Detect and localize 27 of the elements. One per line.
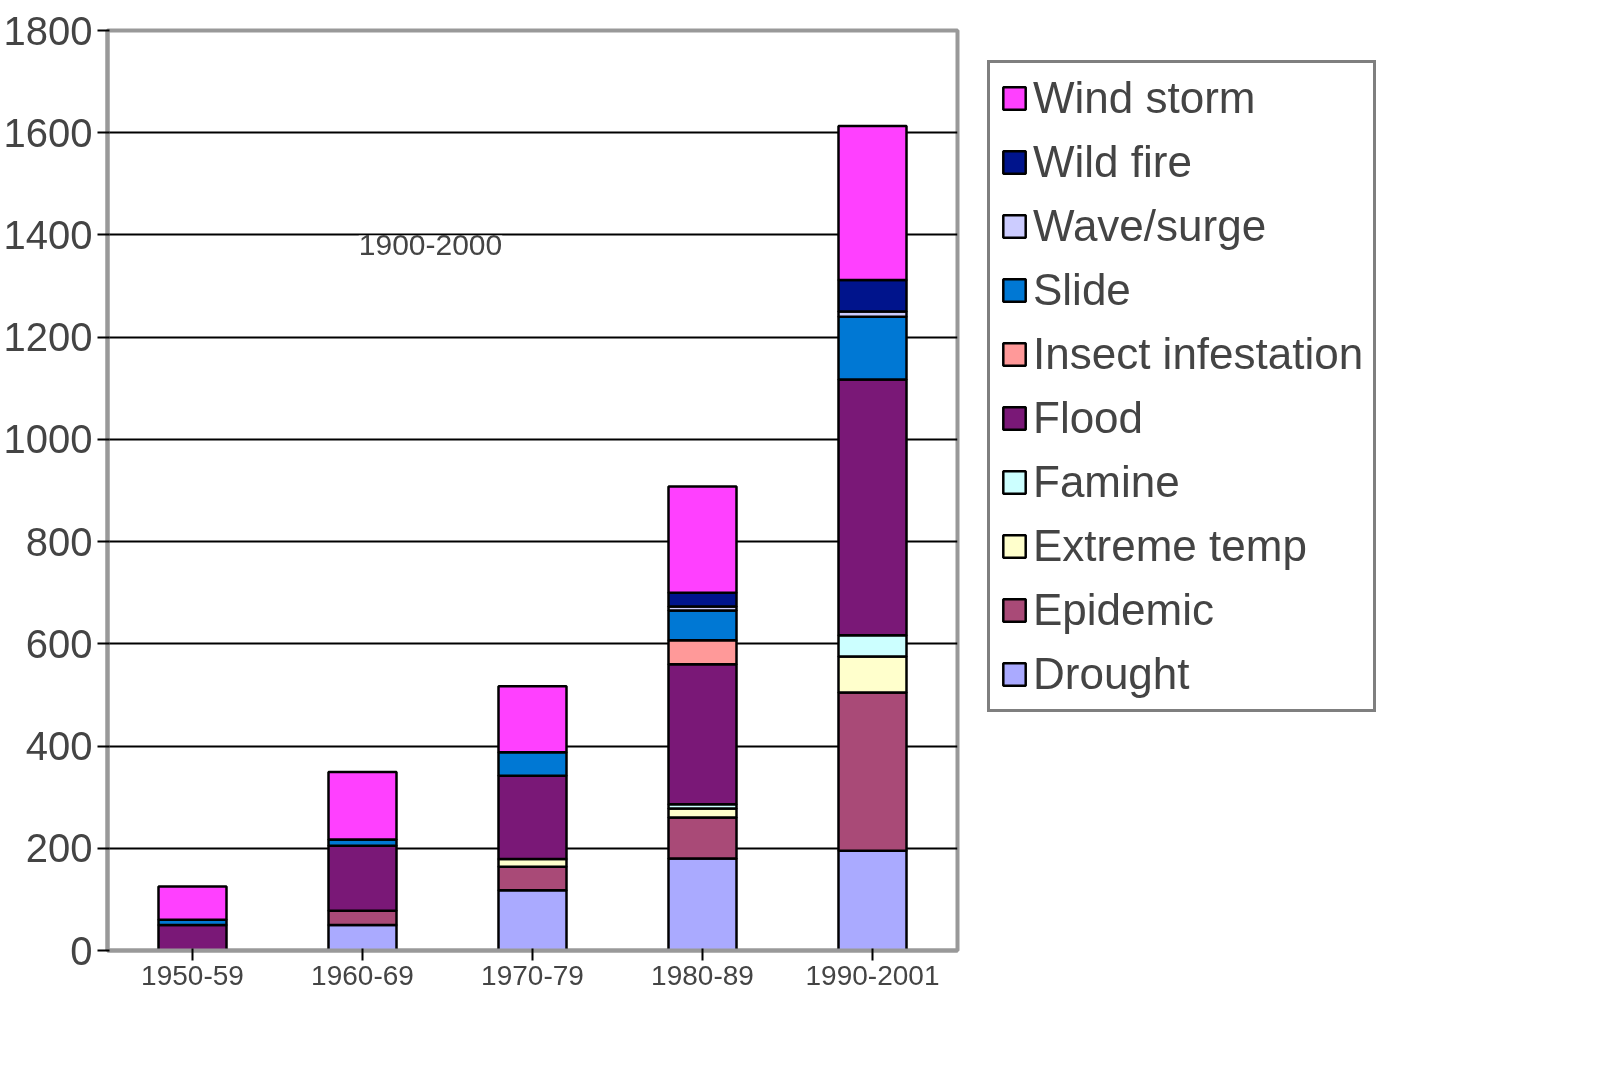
legend-label: Wave/surge xyxy=(1033,201,1267,251)
legend-label: Flood xyxy=(1033,393,1144,443)
legend-label: Wind storm xyxy=(1033,73,1256,123)
x-tick-label: 1980-89 xyxy=(651,959,754,991)
x-tick-label: 1990-2001 xyxy=(805,959,940,991)
legend-label: Wild fire xyxy=(1033,137,1192,187)
legend-label: Insect infestation xyxy=(1033,329,1364,379)
y-tick-label: 800 xyxy=(25,519,93,564)
y-tick-label: 1600 xyxy=(3,110,93,155)
legend-label: Slide xyxy=(1033,265,1131,315)
y-tick-label: 1800 xyxy=(3,8,93,53)
legend-label: Extreme temp xyxy=(1033,521,1307,571)
bar xyxy=(157,885,228,922)
y-tick-label: 1400 xyxy=(3,212,93,257)
y-tick-label: 0 xyxy=(70,928,93,973)
legend-label: Drought xyxy=(1033,649,1190,699)
x-tick-label: 1970-79 xyxy=(481,959,584,991)
x-tick-label: 1960-69 xyxy=(311,959,414,991)
annotation: 1900-2000 xyxy=(358,228,503,262)
x-tick-label: 1950-59 xyxy=(141,959,244,991)
legend-label: Epidemic xyxy=(1033,585,1214,635)
legend-label: Famine xyxy=(1033,457,1180,507)
y-tick-label: 1200 xyxy=(3,315,93,360)
y-tick-label: 200 xyxy=(25,826,93,871)
y-tick-label: 400 xyxy=(25,724,93,769)
y-tick-label: 600 xyxy=(25,621,93,666)
y-tick-label: 1000 xyxy=(3,417,93,462)
